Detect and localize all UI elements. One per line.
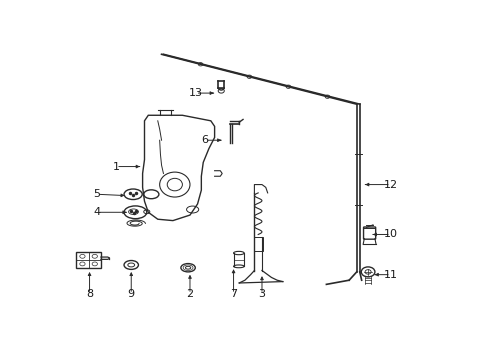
Text: 6: 6: [201, 135, 208, 145]
Text: 12: 12: [383, 180, 397, 190]
Text: 1: 1: [112, 162, 120, 172]
Text: 4: 4: [93, 207, 101, 217]
Text: 13: 13: [188, 88, 202, 98]
Text: 5: 5: [93, 189, 101, 199]
Text: 7: 7: [229, 289, 237, 299]
Ellipse shape: [185, 266, 190, 269]
Text: 10: 10: [383, 229, 397, 239]
Text: 3: 3: [258, 289, 265, 299]
Text: 11: 11: [383, 270, 397, 280]
Text: 8: 8: [86, 289, 93, 299]
Text: 9: 9: [127, 289, 135, 299]
Text: 2: 2: [186, 289, 193, 299]
